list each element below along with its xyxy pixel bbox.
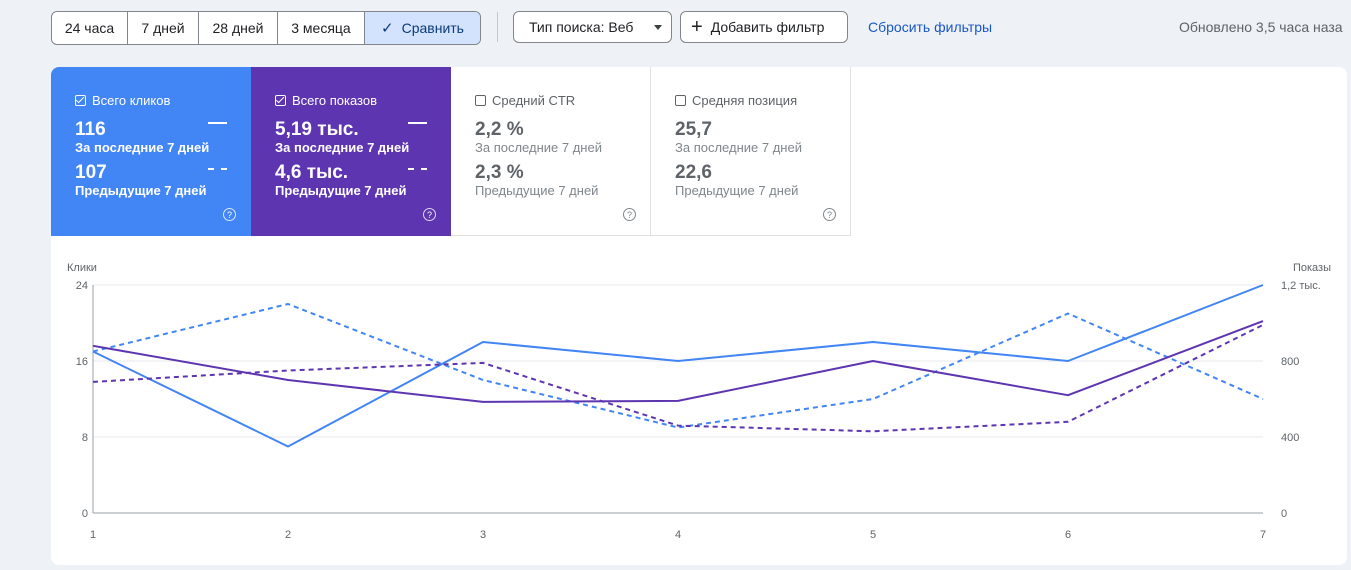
x-tick-label: 6 bbox=[1065, 529, 1071, 541]
metric-value-previous: 4,6 тыс. bbox=[275, 162, 349, 183]
y-tick-left: 24 bbox=[76, 280, 88, 292]
y-tick-left: 16 bbox=[76, 356, 88, 368]
checkbox-icon[interactable] bbox=[675, 94, 686, 106]
series-line-left-solid bbox=[92, 284, 1264, 448]
series-line-right-dashed bbox=[92, 324, 1264, 433]
x-tick-label: 2 bbox=[285, 529, 291, 541]
metric-label-previous: Предыдущие 7 дней bbox=[75, 183, 207, 198]
x-tick-label: 5 bbox=[870, 529, 876, 541]
metric-card-header: Средняя позиция bbox=[675, 92, 850, 108]
y-tick-right: 400 bbox=[1281, 432, 1299, 444]
metric-value-previous: 22,6 bbox=[675, 162, 712, 183]
metric-value-previous: 107 bbox=[75, 162, 107, 183]
metric-value-current: 116 bbox=[75, 119, 106, 140]
updated-status: Обновлено 3,5 часа наза bbox=[1179, 19, 1343, 35]
checkbox-icon[interactable] bbox=[275, 94, 286, 106]
help-icon[interactable]: ? bbox=[623, 208, 636, 221]
metric-card-impressions[interactable]: Всего показов 5,19 тыс. За последние 7 д… bbox=[251, 67, 451, 236]
toolbar-divider bbox=[497, 12, 498, 42]
help-icon[interactable]: ? bbox=[423, 208, 436, 221]
reset-filters-link[interactable]: Сбросить фильтры bbox=[868, 19, 993, 35]
series-line-left-dashed bbox=[92, 303, 1264, 429]
plus-icon: + bbox=[691, 16, 703, 38]
performance-panel: Всего кликов 116 За последние 7 дней 107… bbox=[51, 67, 1347, 565]
add-filter-button[interactable]: + Добавить фильтр bbox=[680, 11, 848, 43]
toolbar: 24 часа 7 дней 28 дней 3 месяца ✓ Сравни… bbox=[0, 0, 1351, 56]
metric-card-clicks[interactable]: Всего кликов 116 За последние 7 дней 107… bbox=[51, 67, 251, 236]
chip-24h[interactable]: 24 часа bbox=[52, 12, 128, 44]
performance-chart[interactable]: 0 0 8 400 16 800 24 1,2 тыс. Клики Показы 1 2 3 4 5 6 7 bbox=[51, 67, 1347, 565]
metric-title: Средний CTR bbox=[492, 92, 576, 108]
y-tick-right: 1,2 тыс. bbox=[1281, 280, 1321, 292]
y-tick-right: 800 bbox=[1281, 356, 1299, 368]
metric-card-header: Всего показов bbox=[275, 92, 451, 108]
metric-card-header: Средний CTR bbox=[475, 92, 650, 108]
metric-title: Всего кликов bbox=[92, 92, 171, 108]
checkbox-icon[interactable] bbox=[475, 94, 486, 106]
metric-value-current: 25,7 bbox=[675, 119, 712, 140]
help-icon[interactable]: ? bbox=[223, 208, 236, 221]
metric-label-current: За последние 7 дней bbox=[475, 140, 602, 155]
metric-label-current: За последние 7 дней bbox=[75, 140, 210, 155]
metric-label-current: За последние 7 дней bbox=[275, 140, 410, 155]
checkbox-icon[interactable] bbox=[75, 94, 86, 106]
metric-card-ctr[interactable]: Средний CTR 2,2 % За последние 7 дней 2,… bbox=[451, 67, 651, 236]
x-tick-label: 3 bbox=[480, 529, 486, 541]
search-type-label: Тип поиска: Веб bbox=[529, 19, 634, 35]
x-tick-label: 1 bbox=[90, 529, 96, 541]
y-tick-right: 0 bbox=[1281, 508, 1287, 520]
chart-grid bbox=[92, 284, 1263, 514]
chart-labels: 0 0 8 400 16 800 24 1,2 тыс. Клики Показы 1 2 3 4 5 6 7 bbox=[67, 262, 1331, 541]
x-tick-label: 7 bbox=[1260, 529, 1266, 541]
chip-7d[interactable]: 7 дней bbox=[128, 12, 199, 44]
metric-label-previous: Предыдущие 7 дней bbox=[275, 183, 407, 198]
metric-card-position[interactable]: Средняя позиция 25,7 За последние 7 дней… bbox=[651, 67, 851, 236]
x-tick-label: 4 bbox=[675, 529, 681, 541]
help-icon[interactable]: ? bbox=[823, 208, 836, 221]
metric-value-current: 5,19 тыс. bbox=[275, 119, 359, 140]
date-range-chips: 24 часа 7 дней 28 дней 3 месяца ✓ Сравни… bbox=[51, 11, 481, 45]
metric-value-previous: 2,3 % bbox=[475, 162, 524, 183]
dashed-line-icon bbox=[408, 168, 427, 170]
metric-value-current: 2,2 % bbox=[475, 119, 524, 140]
y-tick-left: 8 bbox=[82, 432, 88, 444]
metric-label-previous: Предыдущие 7 дней bbox=[675, 183, 799, 198]
series-line-right-solid bbox=[92, 320, 1264, 403]
chip-28d[interactable]: 28 дней bbox=[199, 12, 278, 44]
compare-label: Сравнить bbox=[401, 20, 464, 36]
chart-series bbox=[92, 284, 1264, 448]
add-filter-label: Добавить фильтр bbox=[710, 19, 825, 35]
metric-card-header: Всего кликов bbox=[75, 92, 251, 108]
chip-3m[interactable]: 3 месяца bbox=[278, 12, 365, 44]
caret-down-icon bbox=[654, 25, 662, 30]
y-axis-label-left: Клики bbox=[67, 262, 97, 274]
y-axis-label-right: Показы bbox=[1293, 262, 1331, 274]
check-icon: ✓ bbox=[381, 20, 394, 37]
dashed-line-icon bbox=[208, 168, 227, 170]
metric-label-current: За последние 7 дней bbox=[675, 140, 802, 155]
y-tick-left: 0 bbox=[82, 508, 88, 520]
metric-label-previous: Предыдущие 7 дней bbox=[475, 183, 599, 198]
compare-chip[interactable]: ✓ Сравнить bbox=[365, 12, 480, 44]
metric-title: Всего показов bbox=[292, 92, 377, 108]
metric-title: Средняя позиция bbox=[692, 92, 798, 108]
solid-line-icon bbox=[408, 122, 427, 124]
solid-line-icon bbox=[208, 122, 227, 124]
search-type-dropdown[interactable]: Тип поиска: Веб bbox=[513, 11, 672, 43]
